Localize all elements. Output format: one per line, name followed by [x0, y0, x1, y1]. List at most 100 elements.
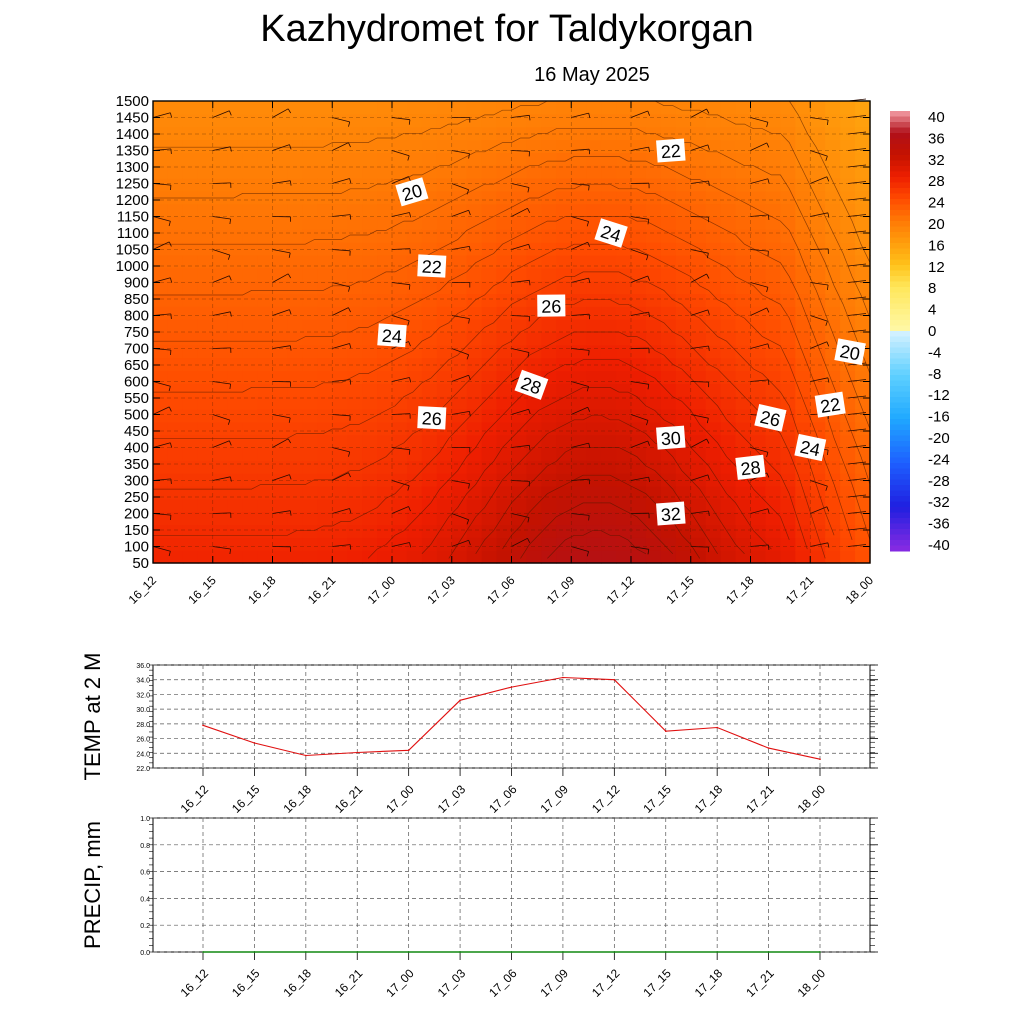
x-tick-label: 17_12 — [589, 782, 623, 816]
colorbar-label: -36 — [928, 516, 950, 533]
x-tick-label: 18_00 — [843, 573, 877, 607]
y-tick-label: 1350 — [116, 143, 149, 160]
svg-text:22: 22 — [421, 257, 442, 278]
y-axis-label: TEMP at 2 M — [80, 653, 105, 781]
y-tick-label: 750 — [124, 324, 149, 341]
data-point — [253, 742, 256, 744]
heatmap-field — [153, 101, 871, 564]
contour-label: 32 — [656, 501, 686, 526]
y-tick-label: 0.4 — [140, 896, 150, 903]
svg-text:26: 26 — [541, 296, 561, 316]
data-point — [819, 951, 821, 953]
y-tick-label: 550 — [124, 390, 149, 407]
x-tick-label: 16_21 — [332, 782, 366, 816]
x-tick-label: 16_21 — [332, 966, 366, 1000]
y-tick-label: 100 — [124, 539, 149, 556]
wind-barbs — [152, 98, 867, 557]
data-point — [510, 951, 513, 953]
colorbar-label: 24 — [928, 195, 945, 212]
x-tick-label: 17_15 — [640, 966, 674, 1000]
colorbar-label: -28 — [928, 473, 950, 490]
colorbar-label: -12 — [928, 387, 950, 404]
data-point — [407, 749, 410, 752]
colorbar-label: 16 — [928, 237, 945, 254]
data-point — [562, 676, 564, 679]
x-tick-label: 17_18 — [723, 573, 757, 607]
y-tick-label: 0.6 — [140, 870, 150, 877]
x-tick-label: 16_15 — [229, 782, 263, 816]
y-tick-label: 1200 — [116, 192, 149, 209]
y-tick-label: 1400 — [116, 126, 149, 143]
y-tick-label: 50 — [132, 555, 149, 572]
x-tick-label: 17_03 — [424, 573, 458, 607]
y-tick-label: 300 — [124, 473, 149, 490]
data-point — [356, 751, 359, 754]
svg-text:22: 22 — [819, 394, 842, 417]
contour-label: 22 — [656, 138, 686, 163]
x-tick-label: 17_21 — [743, 966, 777, 1000]
data-point — [819, 758, 821, 760]
x-tick-label: 17_06 — [486, 782, 520, 816]
y-tick-label: 850 — [124, 291, 149, 308]
x-tick-label: 18_00 — [795, 782, 829, 816]
colorbar-label: 28 — [928, 173, 945, 190]
colorbar-label: 32 — [928, 152, 945, 169]
data-point — [202, 724, 204, 727]
x-tick-label: 17_00 — [383, 966, 417, 1000]
y-tick-label: 0.8 — [140, 843, 150, 850]
y-tick-label: 700 — [124, 341, 149, 358]
svg-text:26: 26 — [758, 407, 782, 431]
y-tick-label: 1450 — [116, 110, 149, 127]
x-tick-label: 16_21 — [305, 573, 339, 607]
y-tick-label: 900 — [124, 275, 149, 292]
colorbar-label: -16 — [928, 409, 950, 426]
x-tick-label: 17_03 — [435, 966, 469, 1000]
x-tick-label: 17_18 — [692, 966, 726, 1000]
x-tick-label: 18_00 — [795, 966, 829, 1000]
colorbar-label: -32 — [928, 494, 950, 511]
contour-label: 26 — [754, 403, 787, 432]
contour-label: 20 — [834, 338, 866, 366]
y-tick-label: 800 — [124, 308, 149, 325]
y-tick-label: 200 — [124, 506, 149, 523]
contour-label: 26 — [417, 406, 447, 430]
colorbar-label: 8 — [928, 280, 936, 297]
y-tick-label: 1050 — [116, 242, 149, 259]
data-point — [305, 951, 307, 953]
data-point — [716, 951, 718, 953]
data-point — [356, 951, 359, 953]
colorbar-label: -4 — [928, 344, 941, 361]
colorbar-label: 12 — [928, 259, 945, 276]
y-tick-label: 450 — [124, 423, 149, 440]
colorbar-label: 0 — [928, 323, 936, 340]
data-point — [407, 951, 410, 953]
y-tick-label: 36.0 — [136, 663, 150, 670]
y-tick-label: 22.0 — [136, 766, 150, 773]
x-tick-label: 17_15 — [663, 573, 697, 607]
contour-label: 26 — [537, 294, 566, 317]
x-tick-label: 17_09 — [544, 573, 578, 607]
chart-subtitle: 16 May 2025 — [534, 64, 650, 86]
data-point — [767, 747, 770, 749]
y-tick-label: 1.0 — [140, 816, 150, 823]
data-point — [665, 951, 667, 953]
y-tick-label: 600 — [124, 374, 149, 391]
y-tick-label: 24.0 — [136, 751, 150, 758]
data-point — [459, 951, 461, 953]
x-tick-label: 16_15 — [229, 966, 263, 1000]
data-point — [613, 678, 616, 681]
x-tick-label: 17_06 — [484, 573, 518, 607]
x-tick-label: 17_03 — [435, 782, 469, 816]
colorbar-label: 36 — [928, 130, 945, 147]
y-tick-label: 400 — [124, 440, 149, 457]
svg-text:30: 30 — [660, 428, 681, 449]
precip-panel: 1.0 0.8 0.6 0.4 0.2 0.0 16_12 16_15 16_18 16_21 17… — [80, 816, 878, 1000]
x-tick-label: 17_21 — [783, 573, 817, 607]
x-tick-label: 17_12 — [589, 966, 623, 1000]
y-tick-label: 150 — [124, 522, 149, 539]
svg-text:32: 32 — [660, 504, 681, 525]
x-tick-label: 17_18 — [692, 782, 726, 816]
colorbar-label: -8 — [928, 366, 941, 383]
svg-text:24: 24 — [381, 326, 402, 347]
